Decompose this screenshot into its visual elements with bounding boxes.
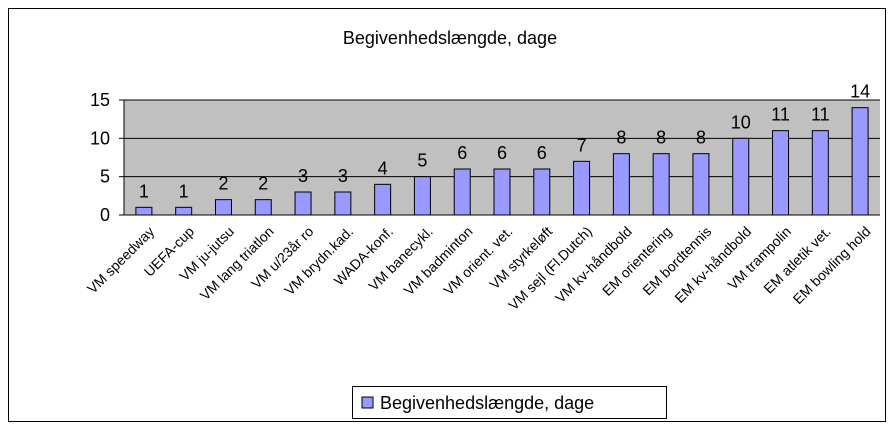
data-label: 14 <box>850 82 870 102</box>
bar <box>533 168 551 216</box>
bar <box>334 191 352 216</box>
data-label: 5 <box>417 151 427 171</box>
bar <box>652 153 670 216</box>
data-label: 11 <box>771 105 790 125</box>
bar <box>294 191 312 216</box>
data-label: 4 <box>378 158 388 178</box>
bar <box>732 137 750 216</box>
bar <box>772 130 790 216</box>
chart-title: Begivenhedslængde, dage <box>343 28 557 48</box>
data-label: 7 <box>577 135 587 155</box>
bar <box>135 206 153 216</box>
data-label: 2 <box>258 174 268 194</box>
data-label: 8 <box>656 128 666 148</box>
bar <box>413 176 431 216</box>
bar <box>612 153 630 216</box>
y-tick-label: 5 <box>100 167 110 187</box>
y-tick-label: 10 <box>90 128 110 148</box>
bar <box>851 107 869 216</box>
legend-label: Begivenhedslængde, dage <box>380 393 594 413</box>
data-label: 6 <box>537 143 547 163</box>
bar <box>175 206 193 216</box>
data-label: 8 <box>616 128 626 148</box>
data-label: 11 <box>811 105 830 125</box>
y-tick-label: 15 <box>90 90 110 110</box>
bar <box>493 168 511 216</box>
data-label: 6 <box>497 143 507 163</box>
data-label: 10 <box>731 112 751 132</box>
y-tick-label: 0 <box>100 205 110 225</box>
legend-box <box>352 386 667 419</box>
bar <box>254 199 272 216</box>
data-label: 2 <box>218 174 228 194</box>
data-label: 8 <box>696 128 706 148</box>
bar <box>811 130 829 216</box>
bar <box>692 153 710 216</box>
bar <box>374 183 392 216</box>
data-label: 3 <box>298 166 308 186</box>
bar <box>573 160 591 216</box>
data-label: 1 <box>179 181 189 201</box>
legend-marker <box>361 396 374 409</box>
data-label: 3 <box>338 166 348 186</box>
data-label: 6 <box>457 143 467 163</box>
bar <box>453 168 471 216</box>
bar <box>214 199 232 216</box>
data-label: 1 <box>139 181 149 201</box>
